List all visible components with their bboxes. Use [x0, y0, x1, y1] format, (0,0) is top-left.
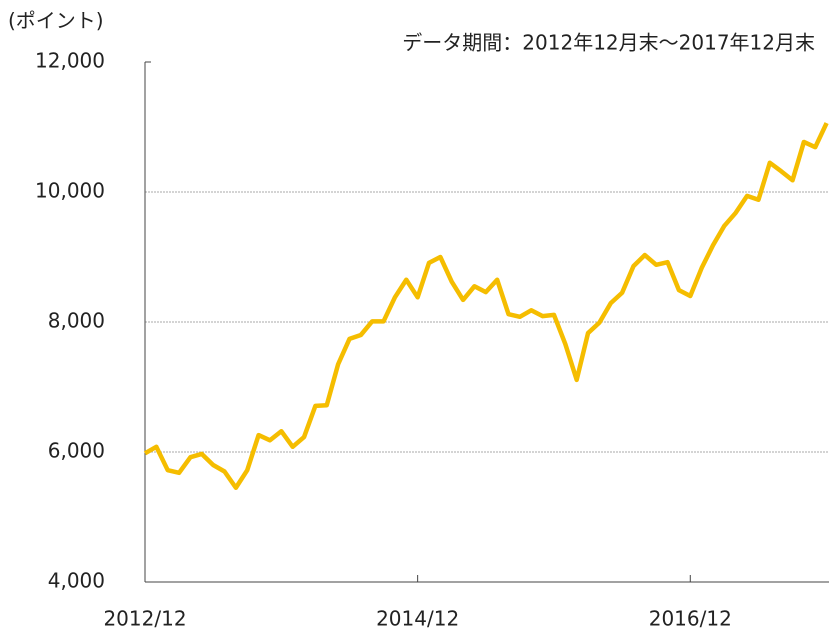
data-line [143, 122, 829, 490]
x-tick-label: 2012/12 [103, 607, 186, 631]
x-tick-label: 2016/12 [649, 607, 732, 631]
unit-label: (ポイント) [8, 9, 104, 33]
y-tick-label: 12,000 [35, 49, 105, 73]
y-tick-label: 4,000 [48, 569, 105, 593]
y-tick-label: 6,000 [48, 439, 105, 463]
chart-subtitle: データ期間：2012年12月末～2017年12月末 [402, 31, 815, 55]
x-tick-label: 2014/12 [376, 607, 459, 631]
y-tick-label: 10,000 [35, 179, 105, 203]
y-tick-label: 8,000 [48, 309, 105, 333]
